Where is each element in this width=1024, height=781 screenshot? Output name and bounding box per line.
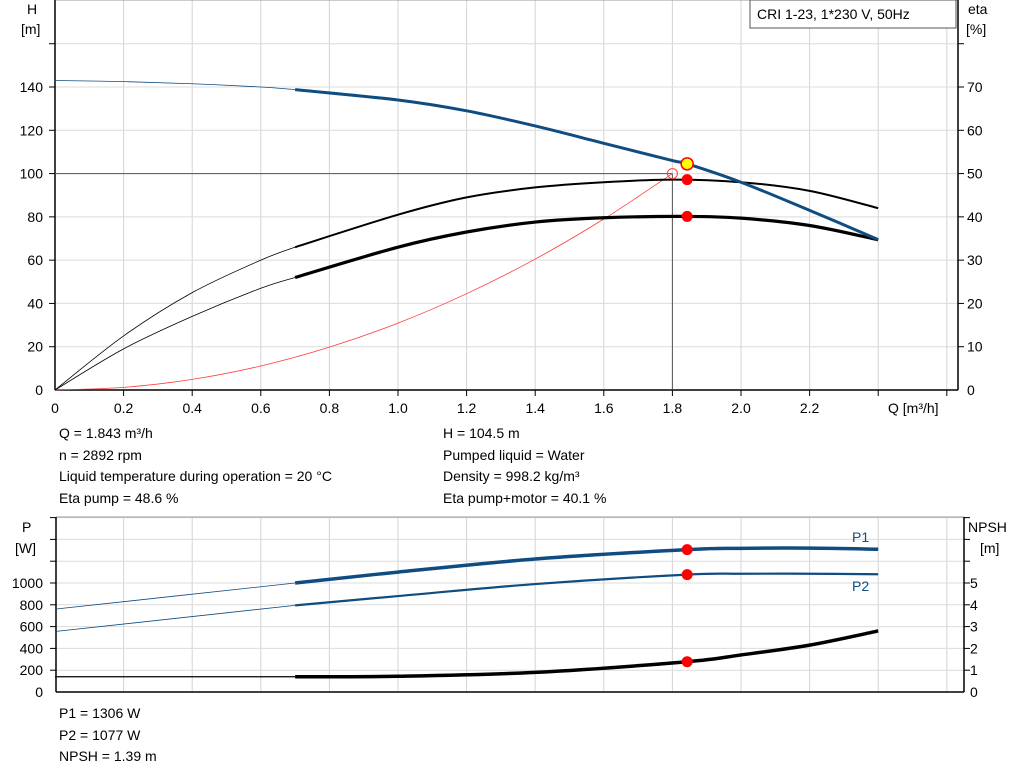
info-left: Q = 1.843 m³/h n = 2892 rpm Liquid tempe… xyxy=(59,423,332,509)
y-tick-label: 800 xyxy=(20,597,44,613)
axis-labels: 0 0.2 0.4 0.6 0.8 1.0 1.2 1.4 1.6 1.8 2.0 2.2020406… xyxy=(12,79,983,700)
info-density: Density = 998.2 kg/m³ xyxy=(443,468,580,484)
x-tick-label: 1.4 xyxy=(525,400,545,416)
npsh-curve xyxy=(295,629,879,679)
y2-tick-label: 0 xyxy=(970,684,978,700)
p2-curve-thin xyxy=(54,604,296,632)
y-tick-label: 60 xyxy=(27,252,43,268)
top-grid xyxy=(49,0,964,396)
x-tick-label: 1.2 xyxy=(457,400,477,416)
y-tick-label: 40 xyxy=(27,295,43,311)
x-tick-label: 0.6 xyxy=(251,400,271,416)
y2-tick-label: 10 xyxy=(967,339,983,355)
info-head: H = 104.5 m xyxy=(443,425,520,441)
p1-curve xyxy=(294,546,879,585)
y2-tick-label: 70 xyxy=(967,79,983,95)
eta-pump-point xyxy=(681,174,693,186)
info-eta-pump: Eta pump = 48.6 % xyxy=(59,489,179,506)
info-p2: P2 = 1077 W xyxy=(59,726,141,743)
y2-tick-label: 4 xyxy=(970,597,978,613)
legend-box xyxy=(749,0,957,29)
x-tick-label: 1.6 xyxy=(594,400,614,416)
eta-pump-curve-thin xyxy=(54,246,296,391)
info-eta-pump-motor: Eta pump+motor = 40.1 % xyxy=(443,489,607,506)
y2-tick-label: 2 xyxy=(970,640,978,656)
x-tick-label: 0.8 xyxy=(320,400,340,416)
y-tick-label: 0 xyxy=(35,382,43,398)
chart-title: CRI 1-23, 1*230 V, 50Hz xyxy=(757,6,910,22)
y-tick-label: 200 xyxy=(20,662,44,678)
y-axis-unit-p: [W] xyxy=(15,540,36,556)
info-p1: P1 = 1306 W xyxy=(59,705,141,721)
system-curve xyxy=(54,173,673,391)
y2-tick-label: 5 xyxy=(970,575,978,591)
y2-axis-label-npsh: NPSH xyxy=(968,519,1007,535)
y-tick-label: 120 xyxy=(20,122,44,138)
eta-pump-motor-curve xyxy=(294,214,879,279)
y-tick-label: 400 xyxy=(20,640,44,656)
npsh-point xyxy=(681,656,693,668)
info-flow: Q = 1.843 m³/h xyxy=(59,425,153,441)
head-curve xyxy=(294,88,879,241)
y-axis-label-h: H xyxy=(27,1,37,17)
y2-tick-label: 3 xyxy=(970,619,978,635)
y-tick-label: 100 xyxy=(20,166,44,182)
y-axis-unit-h: [m] xyxy=(21,21,40,37)
y2-tick-label: 40 xyxy=(967,209,983,225)
info-temperature: Liquid temperature during operation = 20… xyxy=(59,468,332,484)
duty-point-marker xyxy=(680,157,694,171)
bottom-grid xyxy=(50,516,970,693)
eta-pump-curve xyxy=(294,178,879,249)
y2-axis-label-eta: eta xyxy=(968,1,988,17)
y2-tick-label: 1 xyxy=(970,662,978,678)
p2-point xyxy=(681,569,693,581)
x-tick-label: 2.2 xyxy=(800,400,820,416)
series-label-p1: P1 xyxy=(852,529,869,545)
y-tick-label: 600 xyxy=(20,619,44,635)
requested-point-marker xyxy=(666,168,678,180)
x-tick-label: 1.0 xyxy=(388,400,408,416)
y-tick-label: 80 xyxy=(27,209,43,225)
y-tick-label: 1000 xyxy=(12,575,43,591)
info-liquid: Pumped liquid = Water xyxy=(443,446,585,463)
series-label-p2: P2 xyxy=(852,578,869,594)
x-tick-label: 1.8 xyxy=(663,400,683,416)
y2-axis-unit-npsh: [m] xyxy=(980,540,999,556)
x-tick-label: 0.4 xyxy=(182,400,202,416)
eta-pump-motor-point xyxy=(681,210,693,222)
p1-curve-thin xyxy=(54,582,296,610)
y2-tick-label: 60 xyxy=(967,122,983,138)
x-tick-label: 0 xyxy=(51,400,59,416)
y2-axis-unit-eta: [%] xyxy=(966,21,986,37)
x-axis-label: Q [m³/h] xyxy=(888,400,939,416)
y-tick-label: 20 xyxy=(27,339,43,355)
y-tick-label: 0 xyxy=(35,684,43,700)
eta-pump-motor-curve-thin xyxy=(54,277,296,391)
y-tick-label: 140 xyxy=(20,79,44,95)
info-bottom: P1 = 1306 W P2 = 1077 W NPSH = 1.39 m xyxy=(59,703,157,768)
y2-tick-label: 50 xyxy=(967,166,983,182)
y2-tick-label: 20 xyxy=(967,295,983,311)
y2-tick-label: 30 xyxy=(967,252,983,268)
x-tick-label: 2.0 xyxy=(731,400,751,416)
x-tick-label: 0.2 xyxy=(114,400,134,416)
curves xyxy=(54,80,879,679)
info-right: H = 104.5 m Pumped liquid = Water Densit… xyxy=(443,423,606,509)
p1-point xyxy=(681,544,693,556)
y-axis-label-p: P xyxy=(22,519,31,535)
head-curve-thin xyxy=(54,80,296,90)
info-speed: n = 2892 rpm xyxy=(59,446,142,463)
info-npsh: NPSH = 1.39 m xyxy=(59,748,157,764)
p2-curve xyxy=(295,572,879,607)
y2-tick-label: 0 xyxy=(967,382,975,398)
